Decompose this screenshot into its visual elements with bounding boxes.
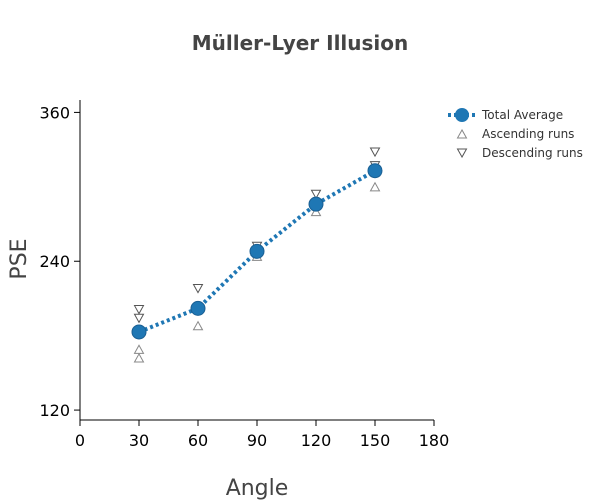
plot-area — [131, 147, 383, 363]
legend-triangle-swatch — [456, 148, 468, 159]
legend-label: Descending runs — [482, 146, 583, 160]
ascending-run-point — [133, 352, 145, 363]
x-tick-label: 60 — [188, 431, 208, 450]
y-tick-label: 360 — [39, 103, 70, 122]
descending-run-point — [133, 305, 145, 315]
x-tick-label: 90 — [247, 431, 267, 450]
x-tick-label: 180 — [419, 431, 450, 450]
y-tick-label: 120 — [39, 401, 70, 420]
ascending-run-point — [369, 181, 381, 192]
total-average-point — [308, 196, 324, 212]
x-tick-label: 0 — [75, 431, 85, 450]
x-axis-title: Angle — [226, 476, 289, 500]
descending-run-point — [133, 313, 145, 324]
descending-run-point — [369, 147, 381, 158]
legend-triangle-swatch — [456, 128, 468, 139]
descending-run-point — [310, 189, 322, 200]
x-tick-label: 30 — [129, 431, 149, 450]
legend-item[interactable]: Descending runs — [456, 146, 583, 160]
legend-item[interactable]: Ascending runs — [456, 127, 575, 141]
x-tick-label: 120 — [301, 431, 332, 450]
legend-item[interactable]: Total Average — [448, 108, 563, 122]
total-average-point — [190, 300, 206, 316]
total-average-point — [131, 324, 147, 340]
ascending-run-point — [310, 206, 322, 217]
chart-title: Müller-Lyer Illusion — [192, 31, 409, 55]
legend[interactable]: Total Average Ascending runs Descending ru… — [448, 108, 583, 160]
descending-run-point — [192, 283, 204, 294]
axes: 0 30 60 90 120 150 180 120 240 360 — [39, 100, 449, 450]
ascending-run-point — [133, 344, 145, 354]
y-tick-label: 240 — [39, 252, 70, 271]
legend-label: Ascending runs — [482, 127, 574, 141]
legend-label: Total Average — [481, 108, 563, 122]
total-average-point — [367, 163, 383, 179]
ascending-run-point — [192, 320, 204, 331]
x-tick-label: 150 — [360, 431, 391, 450]
y-axis-title: PSE — [7, 238, 32, 279]
total-average-point — [249, 243, 265, 259]
legend-circle-swatch — [455, 108, 469, 122]
